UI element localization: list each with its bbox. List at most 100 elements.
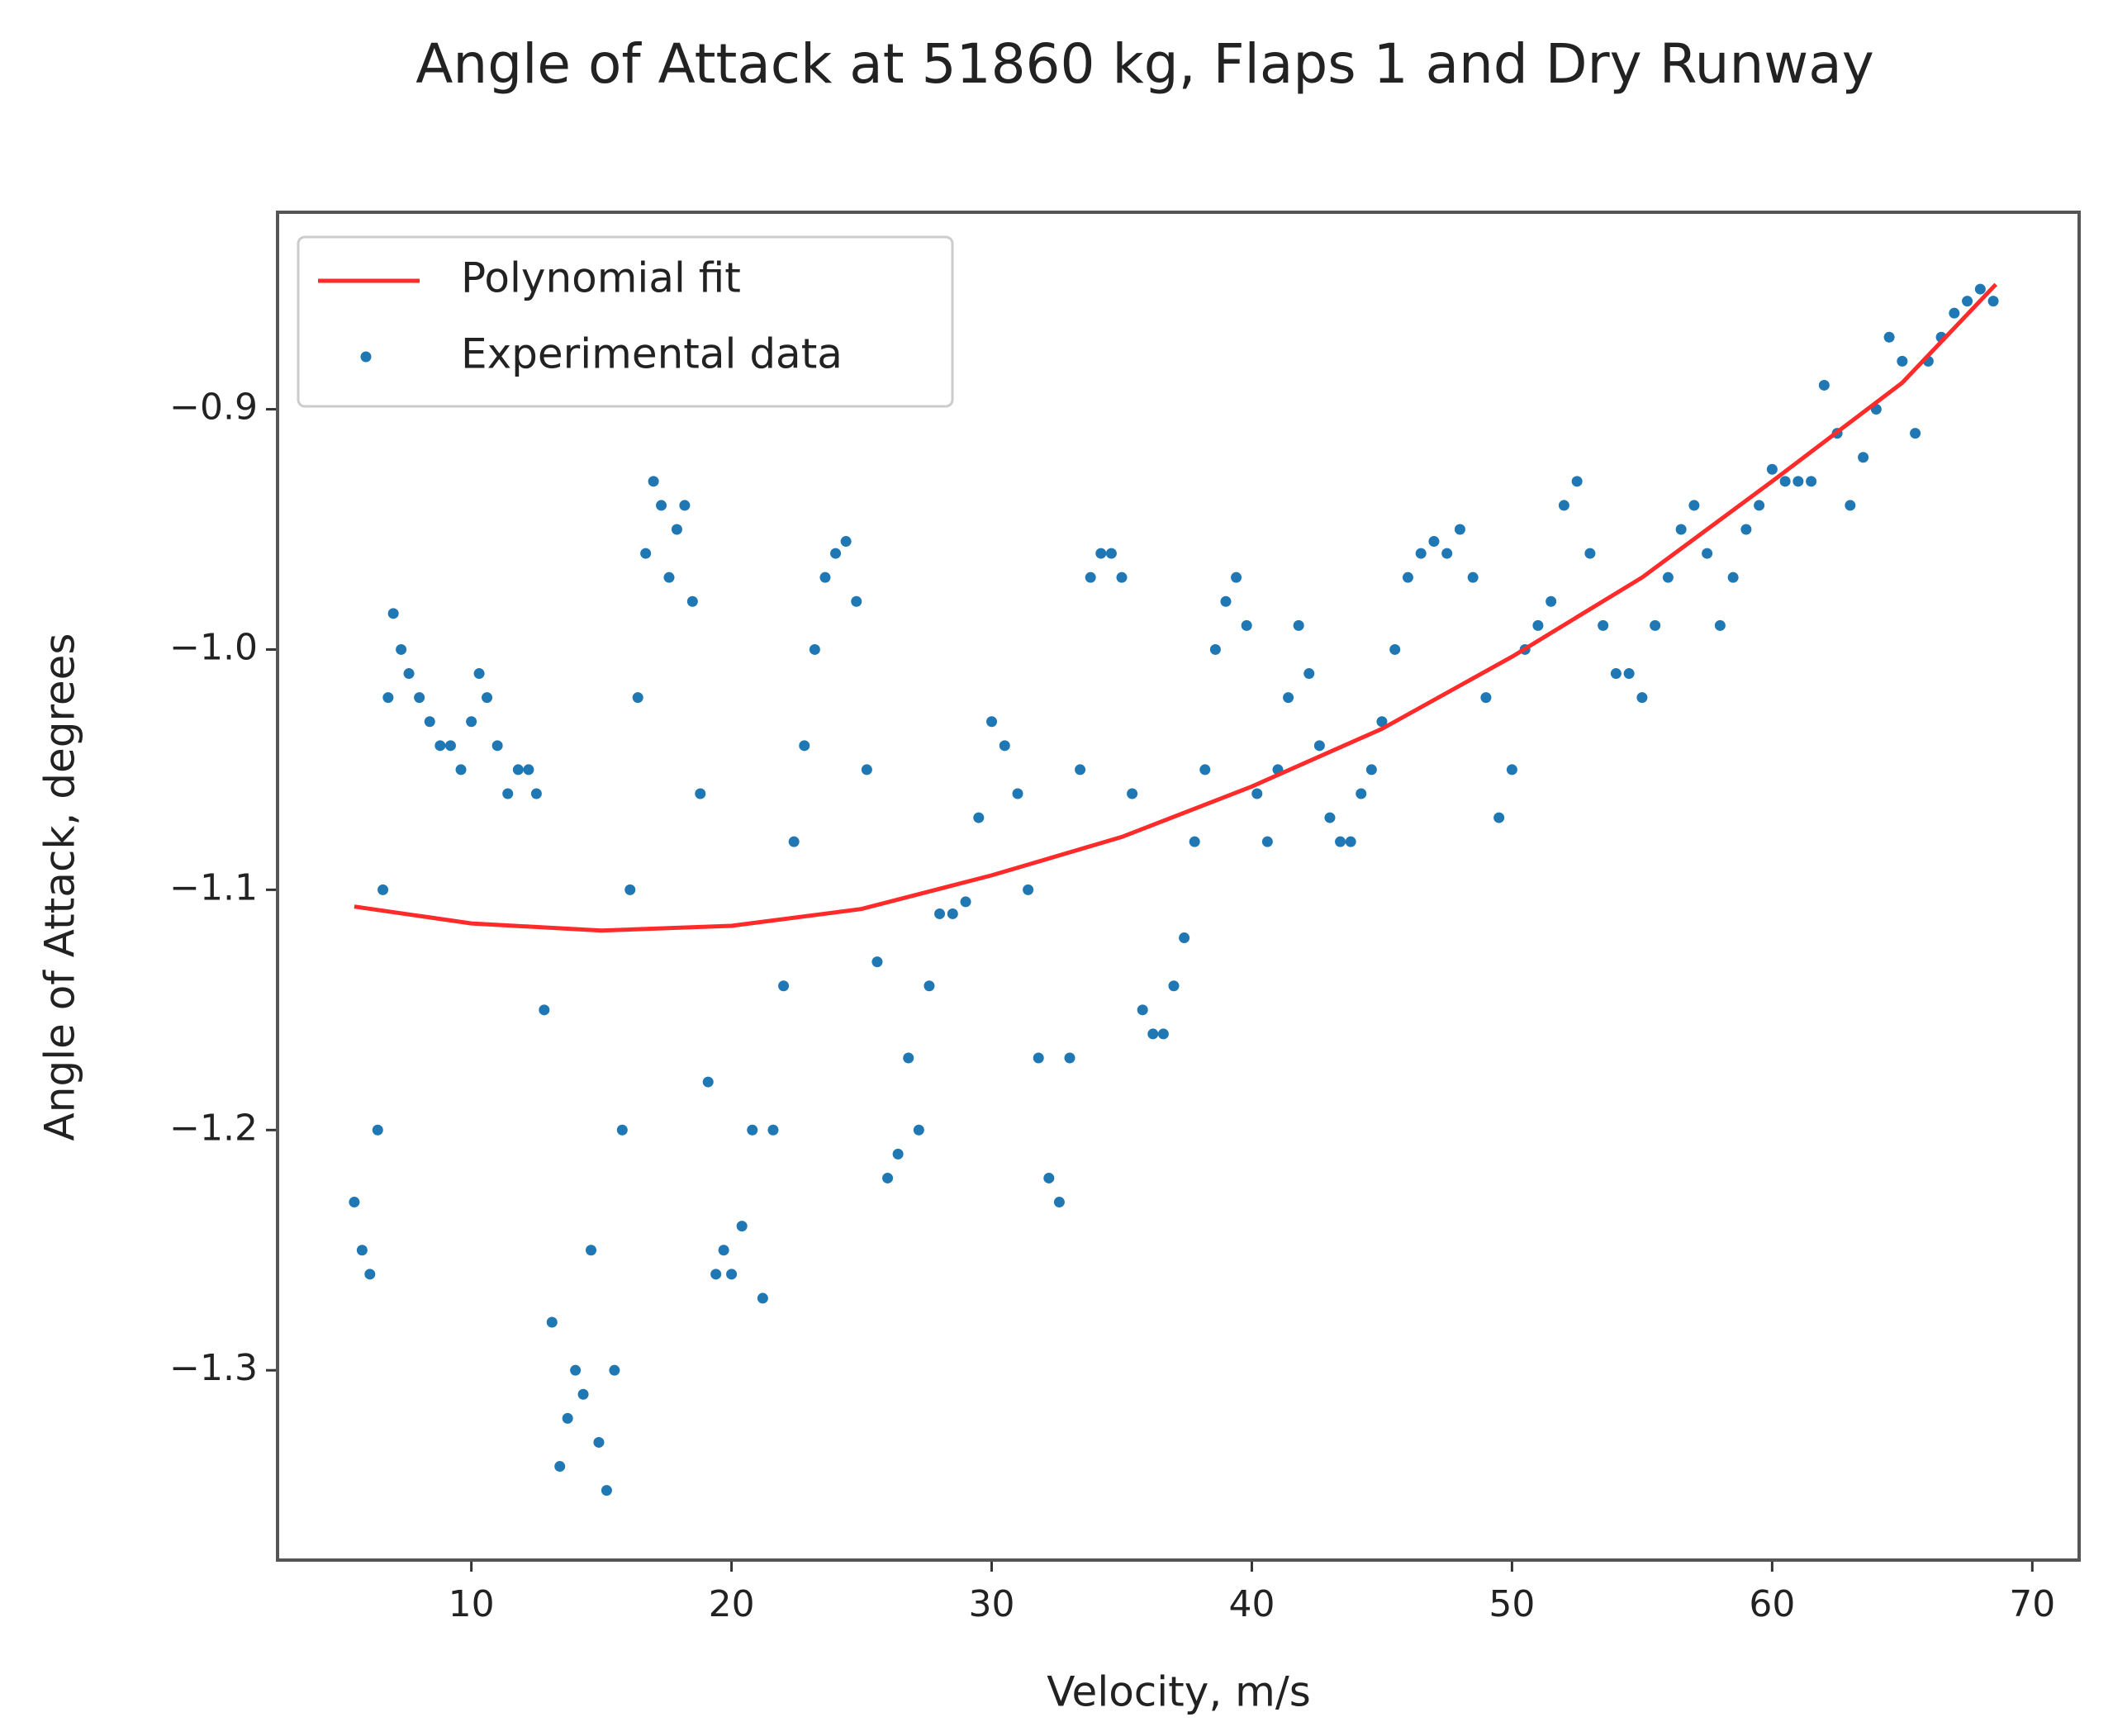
data-point [1033,1052,1044,1064]
data-point [648,476,659,487]
data-point [466,716,477,728]
data-point [1754,500,1765,511]
data-point [656,500,667,511]
data-point [1231,572,1242,583]
data-point [1402,572,1413,583]
x-tick-label: 40 [1228,1583,1275,1625]
data-point [403,668,415,680]
data-point [1085,572,1096,583]
data-point [482,692,493,704]
x-tick-label: 50 [1489,1583,1535,1625]
data-point [1493,812,1505,823]
data-point [523,764,534,776]
data-point [1779,476,1791,487]
data-point [502,788,514,799]
data-point [1345,836,1356,847]
data-point [903,1052,914,1064]
data-point [1127,788,1138,799]
x-tick-label: 20 [709,1583,755,1625]
data-point [364,1269,376,1280]
data-point [1454,524,1465,535]
data-point [1199,764,1211,776]
data-point [710,1269,722,1280]
legend-box [297,235,954,408]
data-point [1095,548,1107,559]
data-point [1116,572,1128,583]
data-point [1441,548,1453,559]
data-point [934,908,946,919]
data-point [788,836,800,847]
data-point [1428,536,1440,548]
data-point [830,548,842,559]
data-point [1376,716,1388,728]
y-tick-label: −1.3 [169,1347,258,1389]
data-point [1610,668,1622,680]
data-point [695,788,706,799]
data-point [640,548,652,559]
data-point [414,692,425,704]
fit-line [354,282,1998,933]
data-point [1064,1052,1075,1064]
data-point [1910,428,1921,439]
data-point [1023,884,1034,895]
data-point [1714,619,1726,631]
data-point [1558,500,1569,511]
y-tick-label: −1.2 [169,1107,258,1149]
data-point [1636,692,1648,704]
data-point [1303,668,1315,680]
data-point [1571,476,1583,487]
data-point [924,980,935,992]
data-point [1012,788,1023,799]
data-point [387,608,399,619]
data-point [512,764,524,776]
data-point [1740,524,1752,535]
data-point [1480,692,1492,704]
data-point [861,764,872,776]
data-point [871,956,883,968]
data-point [1650,619,1661,631]
data-point [1147,1028,1159,1040]
y-axis-label: Angle of Attack, degrees [36,633,84,1141]
data-point [1688,500,1700,511]
data-point [1987,296,1999,307]
data-point [1598,619,1609,631]
data-point [1313,740,1325,752]
data-point [1261,836,1273,847]
data-point [349,1197,360,1208]
data-point [601,1485,612,1496]
data-point [593,1436,605,1448]
data-point [809,643,820,655]
data-point [1179,932,1190,944]
data-point [747,1124,758,1136]
data-point [1356,788,1367,799]
data-point [671,524,682,535]
data-point [1324,812,1336,823]
data-point [960,896,971,908]
data-point [1389,643,1401,655]
x-axis-label: Velocity, m/s [1047,1668,1311,1716]
data-point [570,1364,582,1376]
data-point [382,692,394,704]
y-tick-label: −1.1 [169,866,258,908]
data-point [356,1245,368,1256]
data-point [577,1388,589,1400]
data-point [892,1148,904,1160]
data-point [819,572,831,583]
data-point [372,1124,383,1136]
data-point [632,692,643,704]
data-point [778,980,790,992]
data-point [1365,764,1377,776]
data-point [663,572,675,583]
data-point [539,1004,550,1016]
x-tick-label: 70 [2009,1583,2055,1625]
data-point [396,643,407,655]
data-point [702,1076,714,1088]
data-point [1584,548,1596,559]
data-point [840,536,852,548]
data-point [530,788,542,799]
data-point [679,500,691,511]
data-point [999,740,1010,752]
data-point [757,1293,768,1304]
